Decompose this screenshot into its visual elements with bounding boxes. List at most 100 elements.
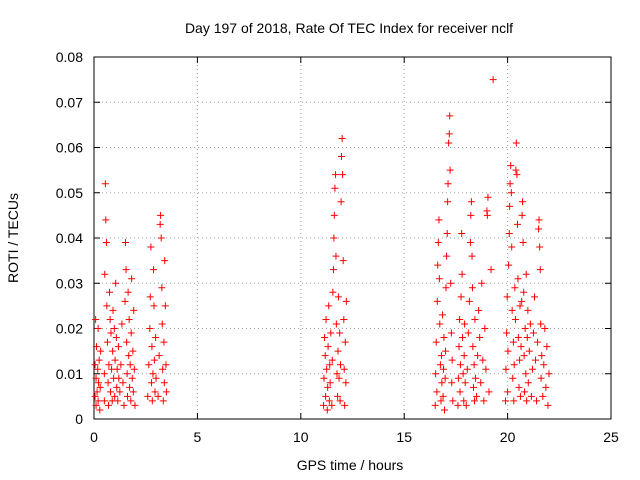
data-point	[334, 293, 342, 301]
y-tick-label: 0	[75, 411, 83, 427]
data-point	[449, 397, 457, 405]
data-point	[506, 180, 514, 188]
data-point	[101, 180, 109, 188]
data-point	[121, 297, 129, 305]
data-point	[447, 279, 455, 287]
data-point	[147, 243, 155, 251]
data-point	[434, 261, 442, 269]
data-point	[130, 306, 138, 314]
data-point	[535, 216, 543, 224]
data-point	[334, 347, 342, 355]
data-point	[117, 361, 125, 369]
data-point	[327, 329, 335, 337]
data-point	[160, 338, 168, 346]
data-point	[458, 229, 466, 237]
data-point	[329, 288, 337, 296]
data-point	[340, 365, 348, 373]
data-point	[522, 270, 530, 278]
data-point	[483, 211, 491, 219]
data-point	[534, 338, 542, 346]
data-point	[439, 392, 447, 400]
data-point	[508, 306, 516, 314]
data-point	[469, 383, 477, 391]
data-point	[102, 239, 110, 247]
data-point	[519, 239, 527, 247]
data-point	[149, 370, 157, 378]
data-point	[459, 334, 467, 342]
data-point	[106, 288, 114, 296]
data-point	[150, 356, 158, 364]
data-point	[507, 162, 515, 170]
data-point	[542, 383, 550, 391]
data-point	[469, 343, 477, 351]
data-point	[521, 325, 529, 332]
data-point	[524, 306, 532, 314]
data-point	[503, 293, 511, 301]
data-point	[148, 397, 156, 405]
plot-frame	[93, 56, 612, 420]
data-point	[155, 352, 163, 360]
x-tick-labels: 0 5 10 15 20 25	[90, 429, 619, 445]
data-point	[150, 302, 158, 310]
data-point	[532, 356, 540, 364]
data-point	[545, 370, 553, 378]
data-point	[162, 388, 170, 396]
data-point	[101, 270, 109, 278]
data-point	[438, 311, 446, 319]
data-point	[504, 388, 512, 396]
data-point	[338, 134, 346, 142]
data-point	[331, 184, 339, 192]
data-point	[91, 392, 99, 400]
data-point	[320, 401, 328, 409]
x-tick-label: 0	[90, 429, 98, 445]
data-point	[478, 279, 486, 287]
data-point	[457, 293, 465, 301]
data-point	[129, 347, 137, 355]
data-point	[537, 320, 545, 328]
x-tick-label: 15	[396, 429, 412, 445]
data-point	[328, 401, 336, 409]
data-point	[323, 406, 331, 414]
data-point	[120, 401, 128, 409]
data-point	[454, 401, 462, 409]
data-point	[461, 379, 469, 387]
data-point	[150, 266, 158, 274]
data-point	[458, 270, 466, 278]
data-point	[518, 211, 526, 219]
data-point	[342, 379, 350, 387]
data-point	[456, 315, 464, 323]
data-point	[444, 180, 452, 188]
data-point	[434, 239, 442, 247]
data-point	[339, 171, 347, 179]
data-point	[437, 397, 445, 405]
data-point	[516, 392, 524, 400]
data-point	[103, 338, 111, 346]
data-point	[484, 193, 492, 201]
data-point	[113, 383, 121, 391]
y-tick-label: 0.02	[56, 321, 83, 337]
data-point	[330, 211, 338, 219]
data-point	[433, 388, 441, 396]
data-point	[503, 329, 511, 337]
data-point	[333, 370, 341, 378]
data-point	[471, 397, 479, 405]
x-tick-label: 10	[293, 429, 309, 445]
data-point	[538, 352, 546, 360]
data-point	[445, 139, 453, 147]
data-point	[125, 352, 133, 360]
data-point	[325, 302, 333, 310]
data-point	[446, 112, 454, 120]
data-point	[463, 365, 471, 373]
data-point	[158, 284, 166, 292]
data-point	[95, 379, 103, 387]
data-point	[514, 334, 522, 342]
data-point	[485, 388, 493, 396]
data-point	[92, 401, 100, 409]
y-tick-label: 0.04	[56, 230, 83, 246]
data-point	[330, 234, 338, 242]
data-point	[151, 388, 159, 396]
data-point	[114, 397, 122, 405]
data-point	[336, 329, 344, 337]
data-point	[511, 315, 519, 323]
data-point	[462, 401, 470, 409]
